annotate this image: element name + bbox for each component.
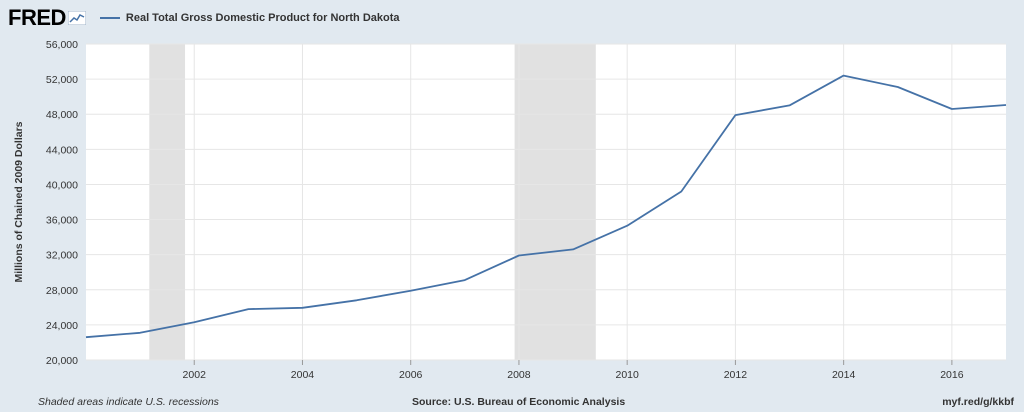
recession-note: Shaded areas indicate U.S. recessions — [38, 396, 219, 408]
y-axis-label: Millions of Chained 2009 Dollars — [13, 121, 25, 282]
x-tick-label: 2004 — [291, 369, 315, 381]
series-line[interactable] — [85, 74, 1007, 339]
logo-text: FRED — [8, 5, 66, 30]
x-tick-label: 2002 — [183, 369, 207, 381]
fred-graph-icon — [67, 11, 86, 25]
y-tick-label: 52,000 — [46, 74, 78, 86]
y-tick-label: 44,000 — [46, 144, 78, 156]
legend: Real Total Gross Domestic Product for No… — [99, 12, 400, 24]
x-tick-label: 2016 — [940, 369, 964, 381]
recession-band — [149, 44, 186, 360]
y-tick-label: 56,000 — [46, 39, 78, 51]
y-tick-label: 20,000 — [46, 355, 78, 367]
source-note: Source: U.S. Bureau of Economic Analysis — [412, 396, 626, 408]
y-tick-label: 40,000 — [46, 179, 78, 191]
y-tick-label: 48,000 — [46, 109, 78, 121]
x-tick-label: 2014 — [832, 369, 856, 381]
chart-header: FRED Real Total Gross Domestic Product f… — [8, 4, 400, 32]
y-tick-label: 28,000 — [46, 285, 78, 297]
x-tick-label: 2008 — [507, 369, 531, 381]
legend-label: Real Total Gross Domestic Product for No… — [125, 12, 400, 24]
x-tick-label: 2010 — [615, 369, 639, 381]
short-link[interactable]: myf.red/g/kkbf — [942, 396, 1014, 408]
y-tick-label: 32,000 — [46, 250, 78, 262]
x-tick-label: 2006 — [399, 369, 423, 381]
fred-logo[interactable]: FRED — [8, 5, 86, 31]
legend-swatch — [99, 17, 120, 19]
y-tick-label: 24,000 — [46, 320, 78, 332]
x-tick-label: 2012 — [724, 369, 748, 381]
recession-band — [514, 44, 596, 360]
y-tick-label: 36,000 — [46, 215, 78, 227]
